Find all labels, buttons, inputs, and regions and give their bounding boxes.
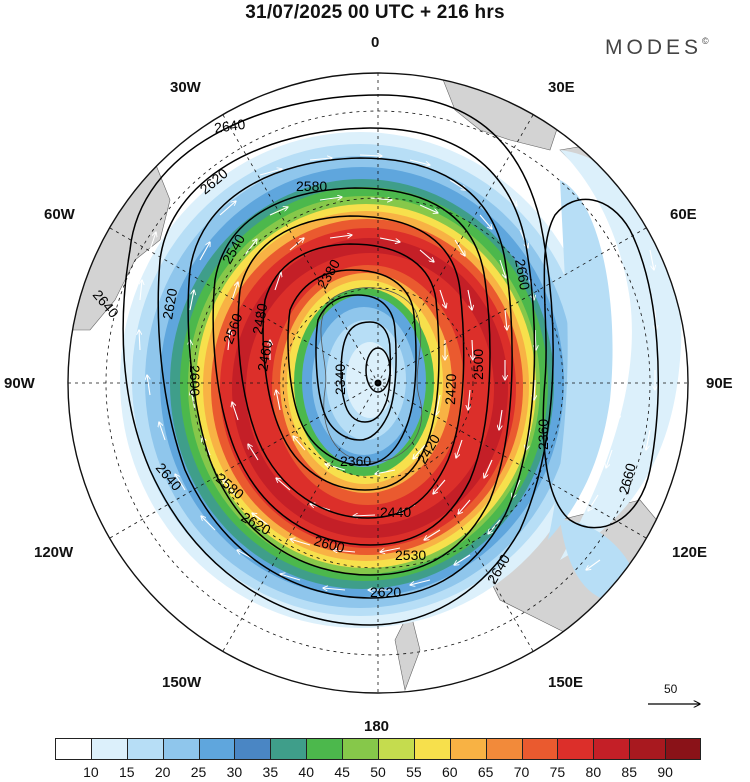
lon-label-0: 0 xyxy=(371,34,380,51)
colorbar-tick-label: 75 xyxy=(549,764,566,780)
colorbar-tick-label: 50 xyxy=(370,764,386,780)
colorbar-tick-label: 40 xyxy=(298,764,315,780)
contour-label: 2360 xyxy=(535,419,551,450)
latitude-circle-mid xyxy=(192,197,564,569)
contour-label: 2600 xyxy=(312,532,346,556)
brand-copyright-mark: © xyxy=(702,36,709,46)
lon-label-150w: 150W xyxy=(162,674,202,691)
brand-name: MODES xyxy=(605,36,703,59)
contour-2360 xyxy=(315,294,397,441)
colorbar-tick-label: 70 xyxy=(513,764,530,780)
colorbar-swatch xyxy=(198,738,235,760)
contour-label: 2620 xyxy=(370,584,401,600)
contour-label: 2420 xyxy=(442,373,459,405)
patch-east-inner xyxy=(548,180,613,540)
contour-2620 xyxy=(157,127,536,599)
colorbar-swatch xyxy=(629,738,666,760)
map-boundary xyxy=(67,72,689,694)
colorbar-tick-label: 55 xyxy=(406,764,422,780)
contour-label: 2460 xyxy=(254,339,275,373)
colorbar-swatch xyxy=(162,738,200,760)
contour-label: 2640 xyxy=(213,116,246,136)
land-antarctica xyxy=(320,287,422,463)
lon-label-30e: 30E xyxy=(548,79,575,96)
contour-label: 2480 xyxy=(249,302,270,336)
contour-2540 xyxy=(212,187,491,546)
latitude-circle-inner xyxy=(282,287,474,479)
contour-label: 2440 xyxy=(380,504,411,520)
colorbar-swatch xyxy=(665,738,702,760)
contour-2640-outer xyxy=(122,94,554,626)
contour-2580 xyxy=(187,157,513,576)
contour-label: 2500 xyxy=(470,349,486,380)
colorbar-tick-label: 90 xyxy=(657,764,673,780)
lon-label-90e: 90E xyxy=(706,375,733,392)
reference-vector-label: 50 xyxy=(664,682,678,696)
contour-label: 2620 xyxy=(159,287,180,321)
contour-2660 xyxy=(542,198,659,529)
map-title: 31/07/2025 00 UTC + 216 hrs xyxy=(245,2,505,23)
lon-label-150e: 150E xyxy=(548,674,584,691)
height-contours xyxy=(122,94,659,626)
colorbar-tick-label: 30 xyxy=(226,764,243,780)
colorbar-swatch xyxy=(593,738,630,760)
lon-label-120w: 120W xyxy=(34,544,74,561)
lon-label-60w: 60W xyxy=(44,206,75,223)
contour-label: 2660 xyxy=(512,258,533,292)
contour-2440 xyxy=(262,243,440,491)
colorbar-tick-label: 35 xyxy=(262,764,279,780)
colorbar-swatch xyxy=(557,738,594,760)
colorbar-tick-label: 20 xyxy=(154,764,171,780)
brand-logo: MODES© xyxy=(605,36,709,60)
contour-label: 2660 xyxy=(615,461,639,495)
lon-label-90w: 90W xyxy=(4,375,35,392)
colorbar-swatch xyxy=(270,738,307,760)
contour-2340 xyxy=(340,321,392,423)
contour-label: 2340 xyxy=(332,364,348,395)
colorbar-tick-label: 10 xyxy=(83,764,99,780)
map-disk: 2640 2620 2580 2540 2480 2460 2420 2380 … xyxy=(68,73,688,693)
colorbar-swatch xyxy=(90,738,128,760)
colorbar-swatch xyxy=(342,738,379,760)
contour-label: 2530 xyxy=(395,547,426,563)
graticule xyxy=(68,73,688,693)
colorbar-tick-label: 60 xyxy=(441,764,458,780)
band-15-inner xyxy=(346,342,394,418)
colorbar-swatch xyxy=(485,738,523,760)
colorbar-tick-label: 85 xyxy=(621,764,638,780)
lon-label-60e: 60E xyxy=(670,206,697,223)
colorbar-tick-label: 65 xyxy=(477,764,494,780)
colorbar-swatch xyxy=(234,738,271,760)
colorbar-swatch xyxy=(521,738,558,760)
contour-2480 xyxy=(237,215,465,519)
contour-label: 2580 xyxy=(296,178,327,194)
colorbar-swatch xyxy=(413,738,451,760)
colorbar-swatch xyxy=(126,738,164,760)
colorbar xyxy=(55,738,702,762)
contour-2400 xyxy=(287,269,417,466)
lon-label-180: 180 xyxy=(364,718,390,735)
contour-label: 2600 xyxy=(187,365,203,396)
colorbar-tick-label: 45 xyxy=(334,764,350,780)
colorbar-tick-label: 80 xyxy=(585,764,602,780)
colorbar-swatch xyxy=(378,738,415,760)
colorbar-swatch xyxy=(306,738,343,760)
lon-label-120e: 120E xyxy=(672,544,708,561)
colorbar-tick-label: 25 xyxy=(190,764,207,780)
colorbar-swatch xyxy=(55,738,92,760)
contour-label: 2360 xyxy=(340,453,371,469)
wind-vectors xyxy=(139,120,656,592)
colorbar-tick-label: 15 xyxy=(118,764,135,780)
colorbar-swatch xyxy=(449,738,487,760)
lon-label-30w: 30W xyxy=(170,79,201,96)
meridian-60e-120w xyxy=(109,227,647,539)
